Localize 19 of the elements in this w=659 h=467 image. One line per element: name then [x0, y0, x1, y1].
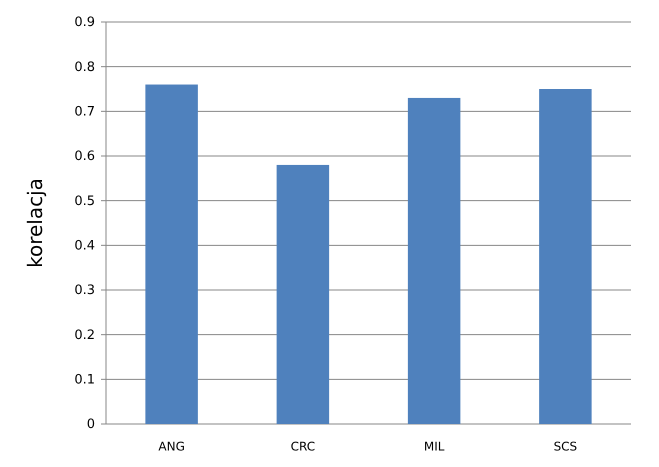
y-tick-label: 0.2 — [74, 328, 95, 343]
x-tick-label: CRC — [290, 440, 316, 454]
y-tick-label: 0.1 — [74, 372, 95, 388]
y-tick-label: 0.7 — [74, 104, 95, 120]
bar — [276, 164, 330, 424]
y-tick-label: 0.9 — [74, 15, 95, 30]
y-axis-title: korelacja — [23, 178, 47, 268]
y-tick-label: 0.5 — [74, 194, 95, 209]
y-tick-label: 0 — [86, 417, 95, 432]
bar — [408, 98, 460, 424]
y-tick-label: 0.6 — [74, 149, 95, 164]
x-tick-label: ANG — [158, 440, 185, 454]
x-tick-label: MIL — [424, 440, 445, 454]
y-tick-label: 0.8 — [74, 60, 95, 75]
bar — [539, 89, 592, 424]
bar — [145, 84, 198, 424]
y-tick-label: 0.4 — [74, 238, 95, 254]
y-tick-label: 0.3 — [74, 283, 95, 298]
x-tick-label: SCS — [554, 440, 578, 454]
